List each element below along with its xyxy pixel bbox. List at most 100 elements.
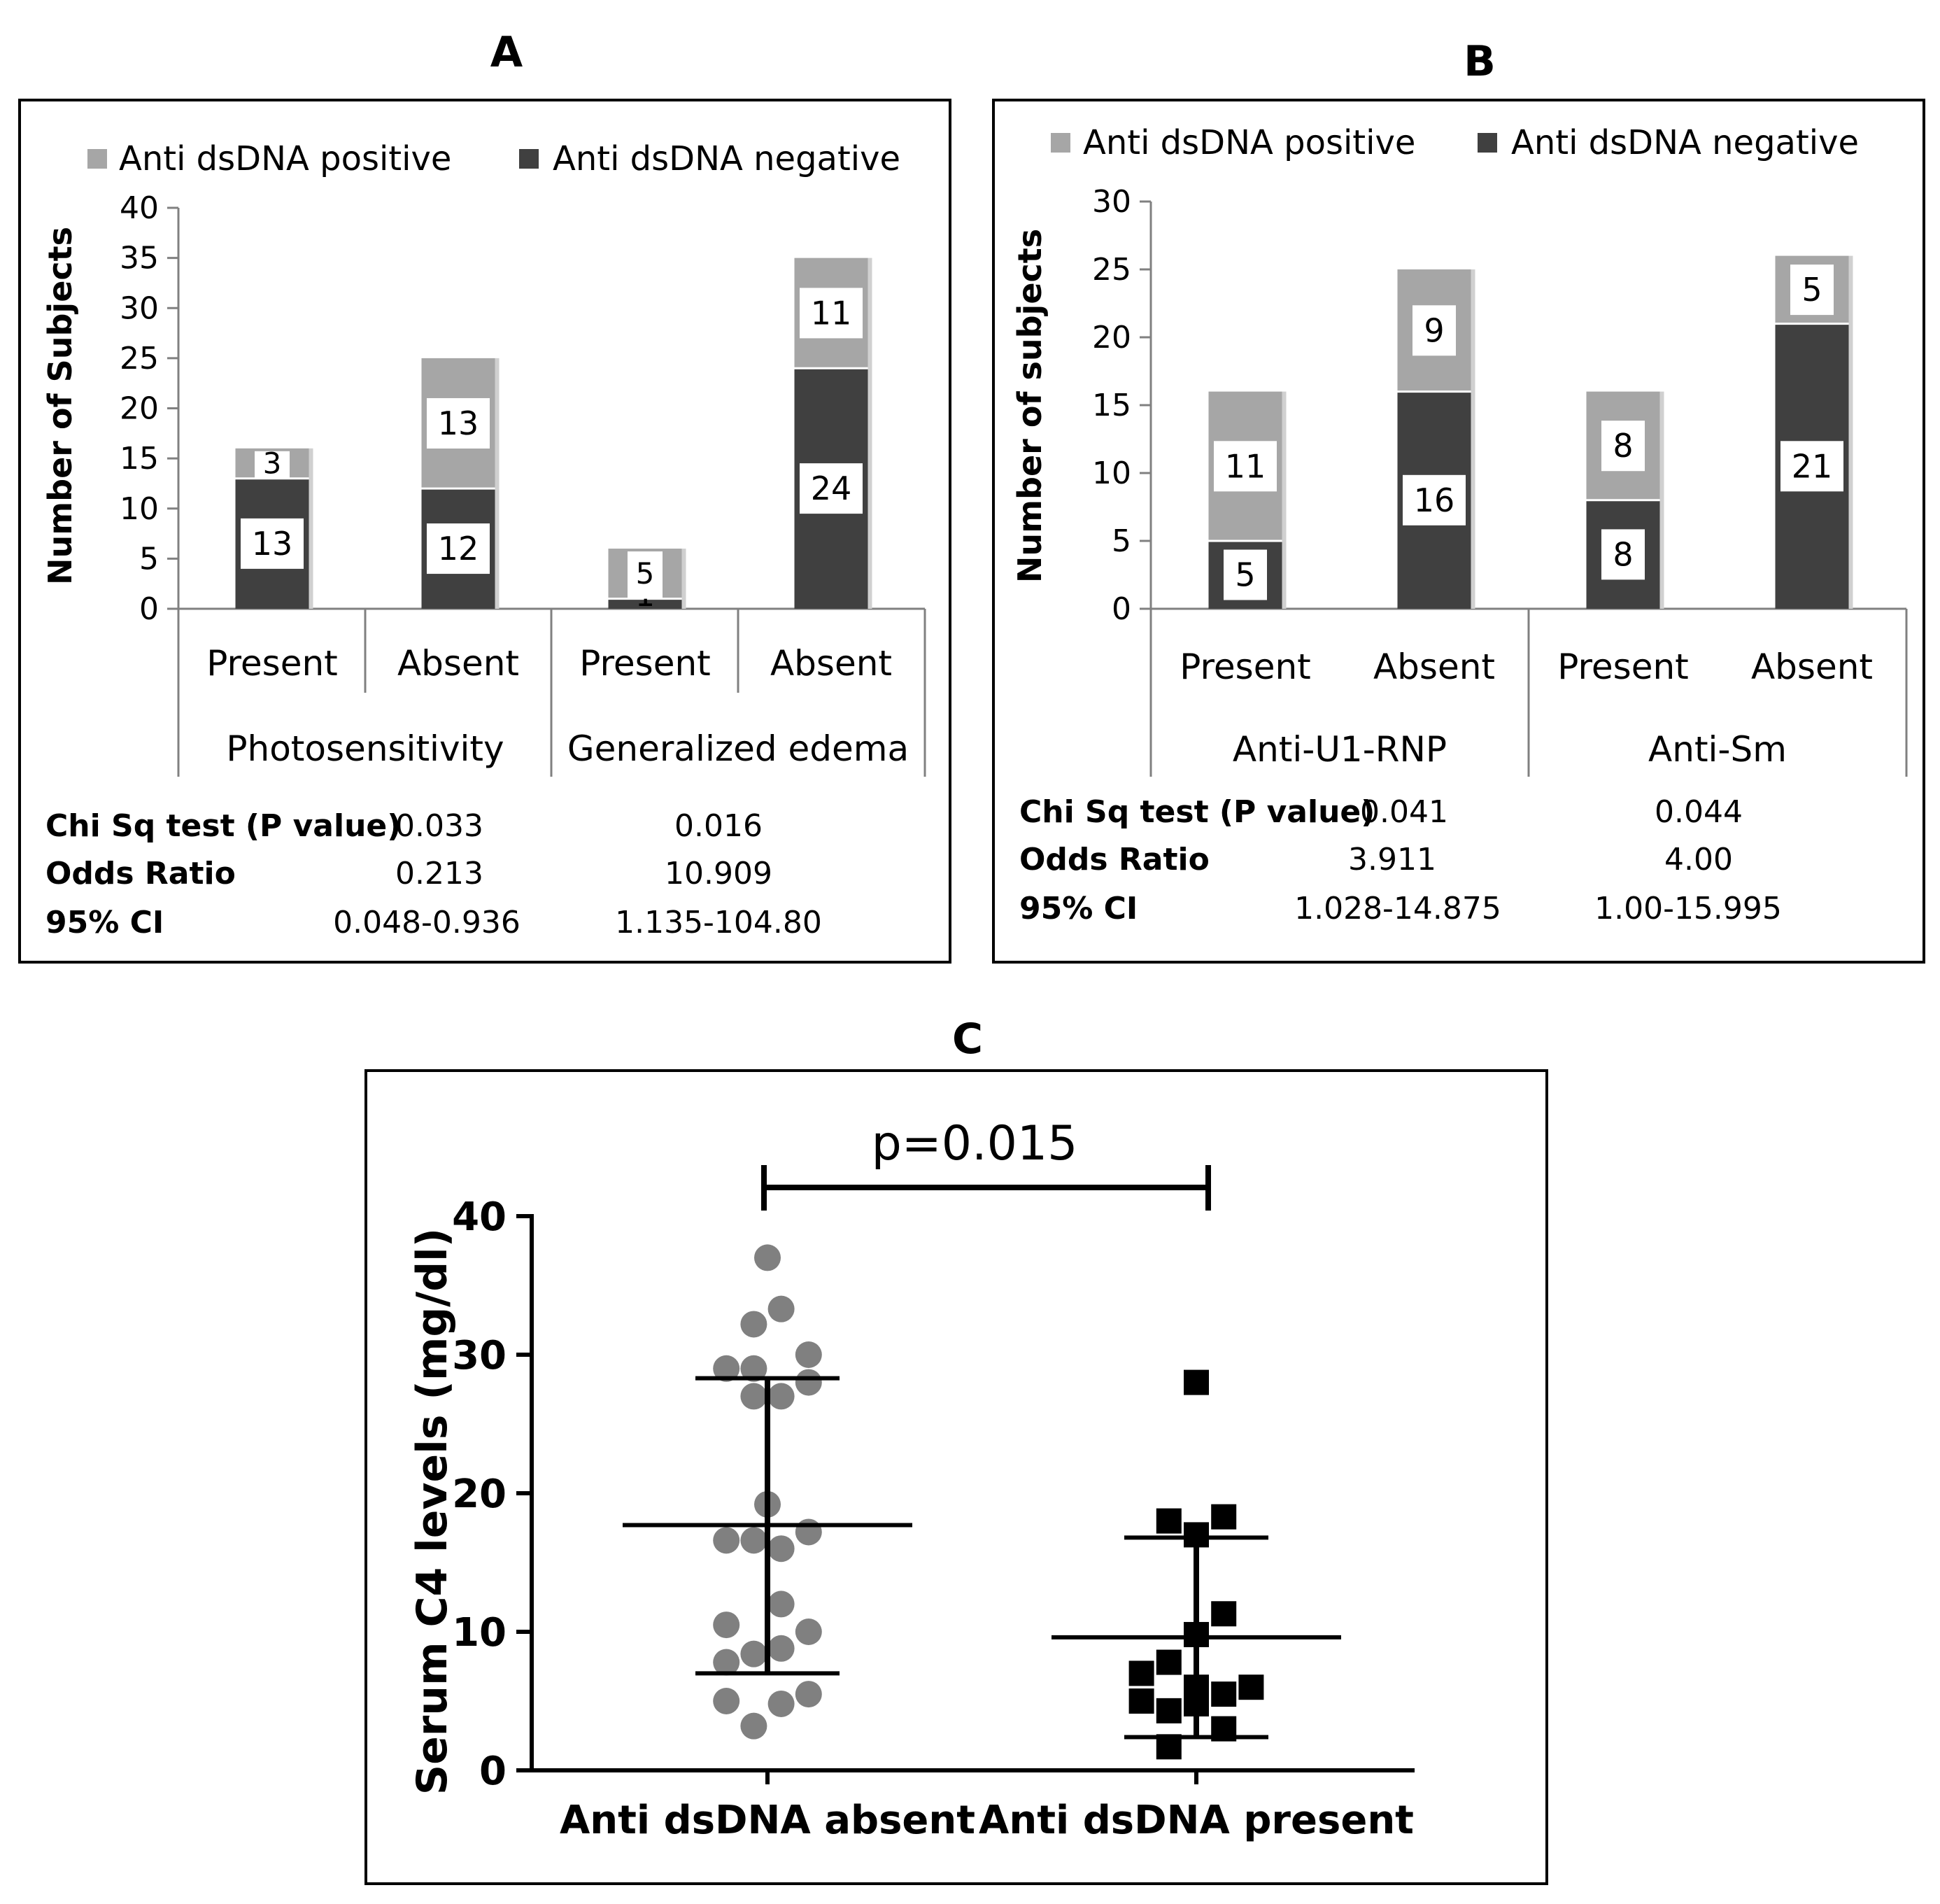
y-tick-label: 30 bbox=[120, 290, 159, 326]
data-label-positive-box bbox=[800, 288, 863, 339]
y-tick-label: 10 bbox=[1092, 456, 1131, 491]
y-tick-label: 0 bbox=[139, 591, 159, 627]
data-label-negative: 8 bbox=[1613, 535, 1633, 573]
scatter-point-absent bbox=[740, 1311, 767, 1338]
data-label-positive-box bbox=[628, 551, 663, 599]
stats-value: 0.213 bbox=[395, 856, 483, 891]
data-label-negative: 24 bbox=[811, 470, 852, 507]
data-label-negative: 21 bbox=[1792, 447, 1833, 485]
scatter-point-absent bbox=[713, 1527, 740, 1554]
significance-bracket: p=0.015 bbox=[761, 1116, 1211, 1211]
data-label-positive: 9 bbox=[1424, 311, 1444, 349]
panel-b-y-axis-label: Number of subjects bbox=[1011, 229, 1049, 583]
data-label-negative: 13 bbox=[252, 525, 293, 563]
bar-shadow bbox=[309, 448, 313, 609]
y-tick-label: 30 bbox=[1092, 184, 1131, 220]
scatter-point-present bbox=[1184, 1369, 1209, 1395]
data-label-positive: 3 bbox=[263, 446, 282, 480]
scatter-point-absent bbox=[713, 1612, 740, 1639]
x-tick-label: Absent bbox=[1373, 647, 1495, 687]
data-label-negative: 5 bbox=[1235, 556, 1255, 594]
data-label-positive-box bbox=[1601, 421, 1645, 472]
x-tick-label: Absent bbox=[397, 643, 519, 684]
x-tick-label: Anti dsDNA absent bbox=[560, 1798, 975, 1843]
panel-a-bars: 1331213152411 bbox=[235, 258, 872, 614]
scatter-point-absent bbox=[767, 1383, 795, 1410]
panel-a-y-ticks: 0 5 10 15 20 25 30 35 40 bbox=[120, 190, 178, 627]
bar-shadow bbox=[1659, 391, 1664, 609]
scatter-point-absent bbox=[795, 1369, 822, 1396]
scatter-point-absent bbox=[713, 1688, 740, 1714]
x-tick-label: Anti dsDNA present bbox=[979, 1798, 1414, 1843]
bar-segment-negative bbox=[608, 598, 682, 609]
scatter-point-absent bbox=[740, 1383, 767, 1410]
data-label-positive: 8 bbox=[1613, 427, 1633, 465]
stats-label: 95% CI bbox=[1019, 891, 1138, 926]
scatter-point-absent bbox=[767, 1690, 795, 1717]
stats-label: Chi Sq test (P value) bbox=[1019, 794, 1375, 830]
legend-negative-swatch bbox=[519, 149, 539, 169]
scatter-point-absent bbox=[795, 1341, 822, 1368]
x-tick-label: Present bbox=[1180, 647, 1311, 687]
x-tick-label: Absent bbox=[1751, 647, 1873, 687]
y-tick-label: 30 bbox=[452, 1333, 507, 1378]
p-value-annotation: p=0.015 bbox=[872, 1116, 1078, 1171]
panel-b-stats-table: Chi Sq test (P value) Odds Ratio 95% CI … bbox=[1019, 794, 1782, 926]
y-tick-label: 40 bbox=[120, 190, 159, 226]
panel-b-bars: 5 11 16 9 8 8 21 5 bbox=[1208, 255, 1853, 609]
y-tick-label: 25 bbox=[1092, 252, 1131, 288]
stats-value: 10.909 bbox=[665, 856, 772, 891]
scatter-point-present bbox=[1156, 1698, 1182, 1723]
legend-negative-swatch bbox=[1478, 133, 1497, 153]
stats-value: 1.028-14.875 bbox=[1294, 891, 1501, 926]
data-label-positive: 5 bbox=[636, 556, 655, 591]
data-label-negative-box bbox=[1780, 441, 1843, 492]
y-tick-label: 35 bbox=[120, 241, 159, 276]
stats-value: 0.048-0.936 bbox=[333, 905, 521, 940]
y-tick-label: 15 bbox=[1092, 388, 1131, 423]
y-tick-label: 20 bbox=[452, 1472, 507, 1517]
y-tick-label: 0 bbox=[1112, 591, 1131, 627]
panel-c-x-labels: Anti dsDNA absent Anti dsDNA present bbox=[560, 1798, 1414, 1843]
legend-negative-label: Anti dsDNA negative bbox=[1511, 123, 1859, 162]
panel-c-y-ticks: 0 10 20 30 40 bbox=[452, 1194, 532, 1794]
y-tick-label: 0 bbox=[479, 1749, 507, 1794]
scatter-point-absent bbox=[767, 1635, 795, 1662]
data-label-positive: 11 bbox=[1225, 447, 1266, 485]
scatter-point-present bbox=[1128, 1688, 1154, 1714]
data-label-positive-box bbox=[1214, 441, 1277, 492]
group-label: Anti-U1-RNP bbox=[1233, 729, 1447, 770]
y-tick-label: 5 bbox=[139, 541, 159, 577]
stats-value: 1.135-104.80 bbox=[615, 905, 822, 940]
data-label-negative: 16 bbox=[1414, 481, 1455, 519]
scatter-point-present bbox=[1128, 1660, 1154, 1686]
scatter-point-absent bbox=[767, 1295, 795, 1323]
x-tick-label: Present bbox=[1557, 647, 1689, 687]
bar-shadow bbox=[495, 358, 500, 609]
scatter-point-absent bbox=[767, 1591, 795, 1618]
group-label: Photosensitivity bbox=[226, 728, 504, 769]
scatter-point-absent bbox=[740, 1527, 767, 1554]
panel-c: C Serum C4 levels (mg/dl) 0 10 20 30 40 Anti… bbox=[364, 1015, 1548, 1885]
legend-positive-swatch bbox=[87, 149, 107, 169]
bar-shadow bbox=[868, 258, 872, 609]
panel-b-x-labels: Present Absent Present Absent Anti-U1-RN… bbox=[1180, 647, 1873, 770]
y-tick-label: 10 bbox=[452, 1610, 507, 1656]
scatter-point-absent bbox=[740, 1640, 767, 1667]
data-label-negative-box bbox=[1403, 474, 1466, 526]
group-label: Generalized edema bbox=[567, 728, 909, 769]
bar-shadow bbox=[1282, 391, 1287, 609]
legend-positive-swatch bbox=[1051, 133, 1070, 153]
panel-a-stats-table: Chi Sq test (P value) Odds Ratio 95% CI … bbox=[45, 808, 822, 940]
bar-shadow bbox=[1848, 255, 1853, 609]
stats-label: Odds Ratio bbox=[45, 856, 236, 891]
data-label-negative: 12 bbox=[438, 530, 479, 567]
y-tick-label: 40 bbox=[452, 1194, 507, 1240]
scatter-point-present bbox=[1238, 1674, 1264, 1700]
y-tick-label: 5 bbox=[1112, 523, 1131, 559]
group-label: Anti-Sm bbox=[1648, 729, 1787, 770]
data-label-positive: 11 bbox=[811, 294, 852, 332]
data-label-positive: 5 bbox=[1801, 271, 1822, 309]
panel-a-y-axis-label: Number of Subjects bbox=[41, 227, 79, 585]
